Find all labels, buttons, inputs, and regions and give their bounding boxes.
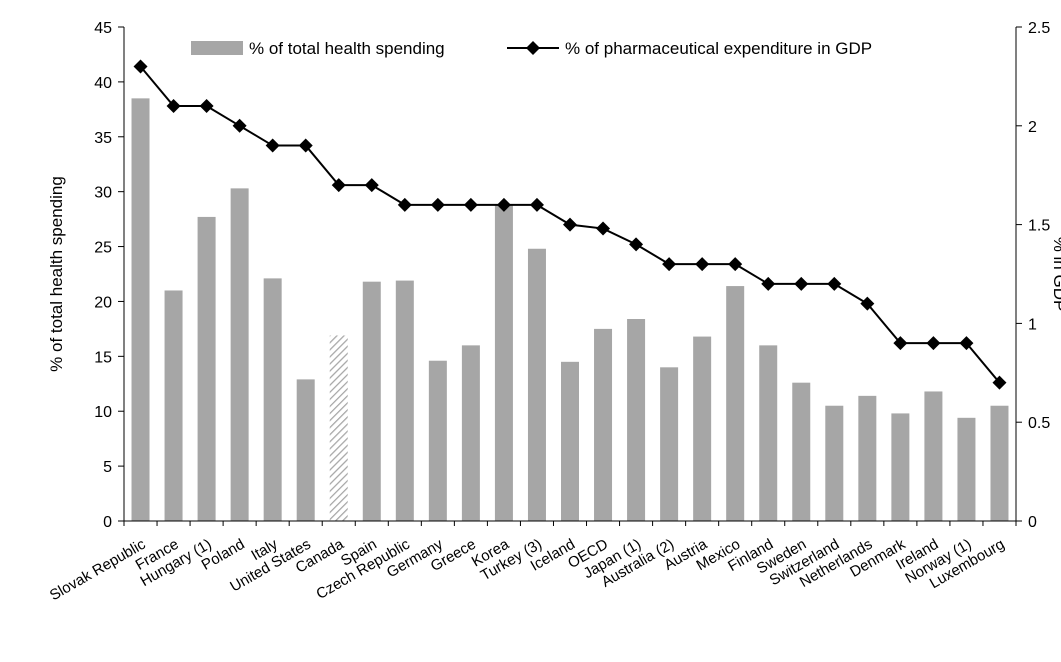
line-point-25 [959, 336, 974, 351]
line-point-26 [992, 375, 1007, 390]
right-tick-label-5: 2.5 [1028, 20, 1050, 37]
bar-21 [825, 405, 844, 521]
bar-8 [395, 280, 414, 521]
left-tick-label-1: 5 [103, 459, 112, 476]
bar-10 [461, 345, 480, 521]
left-tick-label-3: 15 [94, 349, 112, 366]
bar-17 [693, 336, 712, 521]
bar-9 [428, 360, 447, 521]
legend-diamond-marker [526, 41, 540, 55]
right-tick-label-4: 2 [1028, 119, 1037, 136]
bar-1 [164, 290, 183, 521]
line-point-1 [166, 99, 181, 114]
right-axis: 0 0.5 1 1.5 2 2.5 [1015, 20, 1050, 531]
right-tick-label-3: 1.5 [1028, 218, 1050, 235]
bar-15 [627, 319, 646, 521]
legend-bar-label: % of total health spending [249, 39, 445, 58]
line-point-18 [728, 257, 743, 272]
line-point-11 [496, 197, 511, 212]
line-point-7 [364, 178, 379, 193]
left-axis-title: % of total health spending [47, 176, 66, 372]
line-point-12 [529, 197, 544, 212]
line-point-23 [893, 336, 908, 351]
right-tick-label-0: 0 [1028, 514, 1037, 531]
bar-24 [924, 391, 943, 521]
bar-14 [594, 328, 613, 521]
left-tick-label-4: 20 [94, 294, 112, 311]
left-tick-label-8: 40 [94, 75, 112, 92]
line-point-5 [298, 138, 313, 153]
left-axis: 0 5 10 15 20 25 30 35 40 45 [94, 20, 125, 531]
left-tick-label-9: 45 [94, 20, 112, 37]
line-point-15 [629, 237, 644, 252]
bar-2 [197, 216, 216, 521]
bar-16 [660, 367, 679, 521]
bar-26 [990, 405, 1009, 521]
left-tick-label-0: 0 [103, 514, 112, 531]
bar-0 [131, 98, 150, 521]
left-tick-label-7: 35 [94, 130, 112, 147]
line-point-10 [463, 197, 478, 212]
line-point-13 [563, 217, 577, 232]
bar-12 [527, 248, 546, 522]
right-axis-title: % in GDP [1050, 237, 1061, 312]
legend: % of total health spending % of pharmace… [191, 39, 872, 58]
line-point-19 [761, 276, 776, 291]
bar-4 [263, 278, 282, 521]
bar-11 [494, 204, 513, 521]
line-point-9 [430, 197, 445, 212]
bar-23 [891, 413, 910, 521]
bar-6 [329, 335, 348, 521]
bar-18 [726, 286, 745, 521]
bar-22 [858, 395, 877, 521]
line-point-4 [265, 138, 280, 153]
right-tick-label-1: 0.5 [1028, 415, 1050, 432]
bar-3 [230, 188, 249, 521]
line-point-17 [695, 257, 710, 272]
left-tick-label-6: 30 [94, 185, 112, 202]
line-point-20 [794, 276, 809, 291]
bar-5 [296, 379, 315, 521]
right-tick-label-2: 1 [1028, 316, 1037, 333]
bar-19 [759, 345, 778, 521]
category-label-0: Slovak Republic [47, 535, 149, 604]
legend-line-label: % of pharmaceutical expenditure in GDP [565, 39, 872, 58]
bar-20 [792, 382, 811, 521]
left-tick-label-5: 25 [94, 240, 112, 257]
line-point-8 [397, 197, 412, 212]
line-point-2 [199, 99, 214, 114]
line-point-6 [331, 178, 346, 193]
bar-25 [957, 417, 976, 521]
bar-series [131, 98, 1009, 522]
line-series [133, 59, 1007, 390]
legend-bar-swatch [191, 41, 243, 55]
line-point-24 [926, 336, 941, 351]
left-tick-label-2: 10 [94, 404, 112, 421]
line-point-3 [232, 118, 247, 133]
bar-13 [561, 361, 579, 521]
line-point-0 [133, 59, 148, 74]
bar-7 [362, 281, 381, 521]
line-point-22 [860, 296, 875, 311]
line-point-21 [827, 276, 842, 291]
line-point-16 [662, 257, 677, 272]
line-point-14 [596, 221, 611, 236]
